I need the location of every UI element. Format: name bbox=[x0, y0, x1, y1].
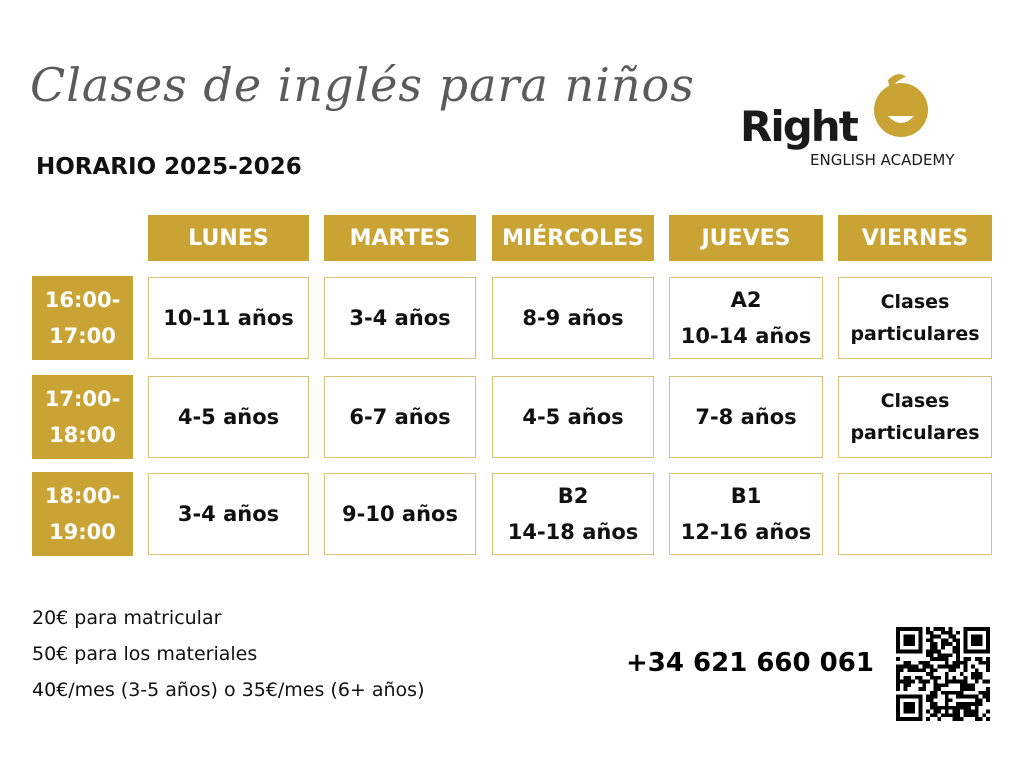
page-title: Clases de inglés para niños bbox=[30, 58, 695, 112]
cell-line: 10-14 años bbox=[680, 324, 812, 348]
header-miercoles: MIÉRCOLES bbox=[492, 215, 654, 261]
cell-line: B1 bbox=[730, 484, 762, 508]
time-slot: 17:00- 18:00 bbox=[32, 375, 133, 459]
schedule-subtitle: HORARIO 2025-2026 bbox=[36, 154, 302, 180]
schedule-cell: 7-8 años bbox=[669, 376, 823, 458]
cell-line: particulares bbox=[850, 422, 980, 444]
logo-face-icon bbox=[874, 74, 928, 137]
logo: Right ENGLISH ACADEMY bbox=[738, 72, 988, 172]
cell-line: 10-11 años bbox=[163, 306, 294, 330]
cell-line: 14-18 años bbox=[507, 520, 639, 544]
logo-wordmark: Right bbox=[740, 102, 859, 151]
cell-line: 9-10 años bbox=[342, 502, 458, 526]
schedule-cell: 8-9 años bbox=[492, 277, 654, 359]
qr-code-icon[interactable] bbox=[896, 627, 990, 721]
cell-line: 3-4 años bbox=[349, 306, 451, 330]
cell-line: 3-4 años bbox=[177, 502, 280, 526]
schedule-cell: B1 12-16 años bbox=[669, 473, 823, 555]
logo-subtitle: ENGLISH ACADEMY bbox=[810, 151, 955, 169]
time-start: 18:00- bbox=[44, 484, 121, 508]
time-start: 16:00- bbox=[44, 288, 121, 312]
header-lunes: LUNES bbox=[148, 215, 309, 261]
schedule-cell: B2 14-18 años bbox=[492, 473, 654, 555]
fee-line: 40€/mes (3-5 años) o 35€/mes (6+ años) bbox=[32, 679, 425, 701]
fee-line: 50€ para los materiales bbox=[32, 643, 258, 665]
phone-number[interactable]: +34 621 660 061 bbox=[626, 648, 874, 678]
schedule-cell: 4-5 años bbox=[492, 376, 654, 458]
schedule-cell: Clases particulares bbox=[838, 376, 992, 458]
cell-line: particulares bbox=[850, 323, 980, 345]
cell-line: 4-5 años bbox=[177, 405, 280, 429]
time-slot: 18:00- 19:00 bbox=[32, 472, 133, 556]
cell-line: 4-5 años bbox=[522, 405, 624, 429]
header-viernes: VIERNES bbox=[838, 215, 992, 261]
schedule-cell: A2 10-14 años bbox=[669, 277, 823, 359]
schedule-cell: 6-7 años bbox=[324, 376, 476, 458]
schedule-cell-empty bbox=[838, 473, 992, 555]
schedule-cell: 3-4 años bbox=[324, 277, 476, 359]
schedule-cell: Clases particulares bbox=[838, 277, 992, 359]
header-jueves: JUEVES bbox=[669, 215, 823, 261]
fees-list: 20€ para matricular 50€ para los materia… bbox=[32, 600, 425, 708]
time-end: 18:00 bbox=[49, 423, 116, 447]
cell-line: 8-9 años bbox=[522, 306, 624, 330]
schedule-cell: 4-5 años bbox=[148, 376, 309, 458]
cell-line: Clases bbox=[880, 390, 950, 412]
time-slot: 16:00- 17:00 bbox=[32, 276, 133, 360]
cell-line: B2 bbox=[557, 484, 589, 508]
schedule-cell: 9-10 años bbox=[324, 473, 476, 555]
cell-line: 12-16 años bbox=[680, 520, 812, 544]
cell-line: 6-7 años bbox=[349, 405, 451, 429]
time-end: 17:00 bbox=[49, 324, 116, 348]
cell-line: Clases bbox=[880, 291, 950, 313]
schedule-cell: 10-11 años bbox=[148, 277, 309, 359]
cell-line: A2 bbox=[730, 288, 762, 312]
header-martes: MARTES bbox=[324, 215, 476, 261]
fee-line: 20€ para matricular bbox=[32, 607, 222, 629]
time-end: 19:00 bbox=[49, 520, 116, 544]
time-start: 17:00- bbox=[44, 387, 121, 411]
cell-line: 7-8 años bbox=[695, 405, 797, 429]
schedule-cell: 3-4 años bbox=[148, 473, 309, 555]
